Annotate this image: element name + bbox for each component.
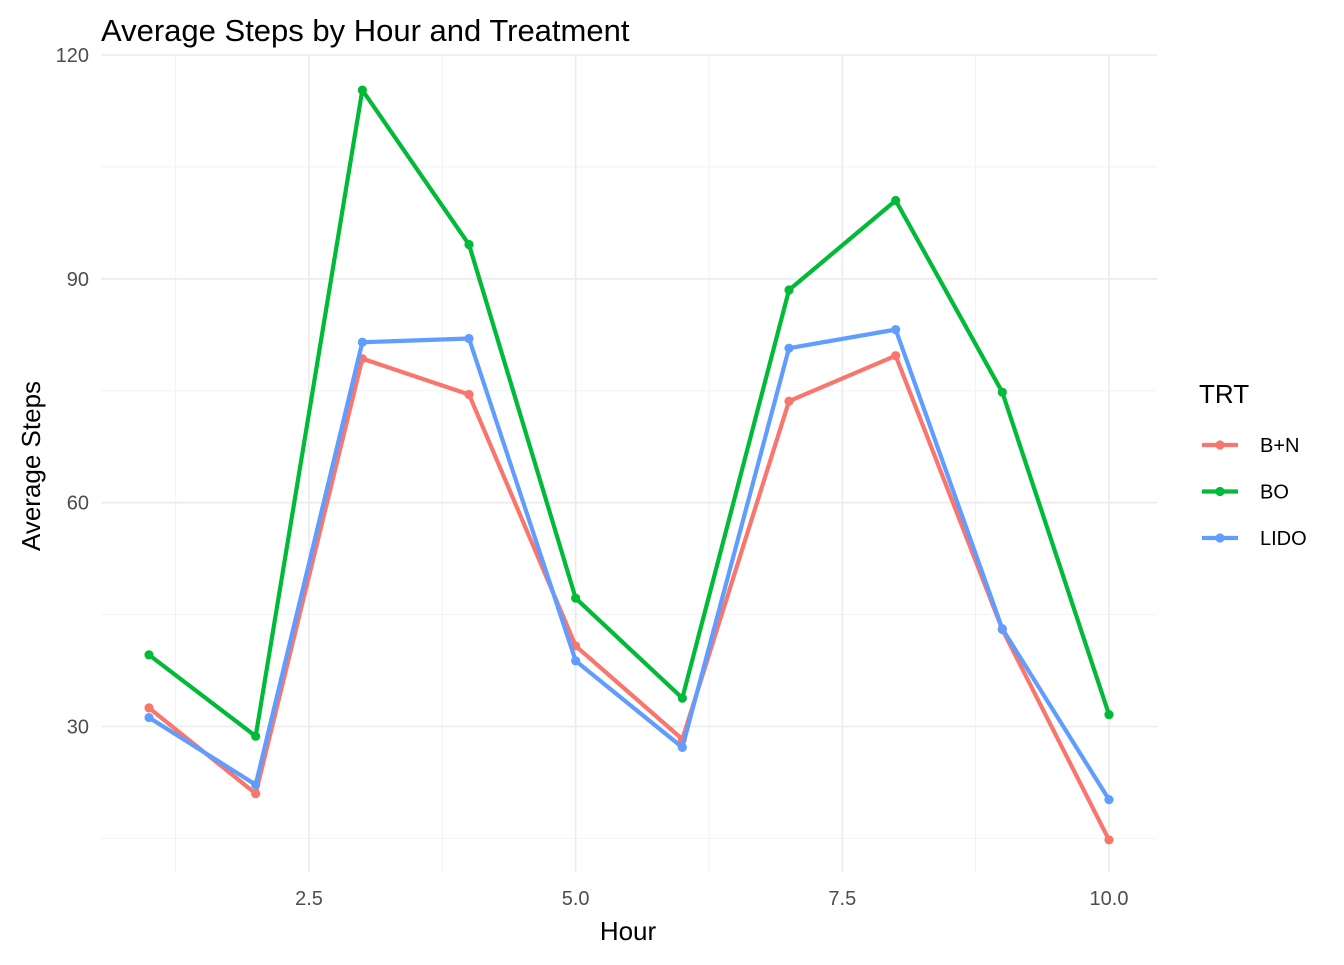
data-point-bo (997, 387, 1007, 397)
x-tick-label: 5.0 (562, 888, 590, 910)
data-point-bo (251, 731, 261, 741)
data-point-lido (464, 333, 474, 344)
legend-key-point (1215, 486, 1225, 497)
data-point-lido (677, 742, 687, 752)
series-bo (144, 85, 1114, 741)
series-line-bo (147, 87, 1111, 739)
chart-title: Average Steps by Hour and Treatment (101, 13, 630, 48)
legend-key-point (1215, 533, 1225, 543)
y-tick-label: 90 (67, 269, 89, 291)
legend-item-lido: LIDO (1202, 528, 1307, 550)
data-point-lido (1104, 795, 1114, 805)
data-point-lido (144, 712, 154, 723)
y-tick-label: 120 (56, 45, 89, 67)
axis-layer: 2.5 5.0 7.5 10.0 30 60 90 120 (56, 45, 1129, 910)
data-point-lido (251, 780, 261, 790)
y-tick-label: 60 (67, 493, 89, 515)
legend-label: BO (1260, 482, 1289, 504)
data-point-bo (571, 593, 581, 603)
x-tick-label: 2.5 (295, 888, 323, 910)
legend-item-b-n: B+N (1202, 435, 1299, 457)
data-point-b-n (891, 351, 901, 361)
data-point-b-n (144, 703, 154, 713)
data-point-bo (144, 650, 154, 660)
data-point-lido (891, 324, 901, 335)
legend-item-bo: BO (1202, 482, 1289, 504)
grid-layer (101, 54, 1157, 872)
x-tick-label: 7.5 (828, 888, 856, 910)
series-lido (144, 324, 1114, 805)
data-point-b-n (251, 789, 261, 799)
series-b-n (144, 351, 1114, 845)
data-point-bo (464, 239, 474, 250)
legend: TRT B+N BO LIDO (1199, 379, 1307, 550)
series-line-lido (147, 327, 1111, 801)
data-point-lido (997, 624, 1007, 634)
y-tick-label: 30 (67, 717, 89, 739)
data-point-b-n (784, 396, 794, 406)
data-point-bo (357, 85, 367, 95)
legend-key-point (1215, 440, 1225, 450)
legend-title: TRT (1199, 379, 1249, 409)
y-axis-title: Average Steps (16, 381, 46, 551)
data-point-bo (1104, 709, 1114, 720)
legend-label: B+N (1260, 435, 1299, 457)
x-axis-title: Hour (600, 916, 657, 946)
data-point-bo (784, 285, 794, 295)
legend-items: B+N BO LIDO (1202, 435, 1307, 550)
data-point-lido (571, 656, 581, 666)
data-point-b-n (464, 389, 474, 400)
series-layer (144, 85, 1114, 845)
data-point-b-n (1104, 835, 1114, 845)
data-point-lido (357, 337, 367, 347)
legend-label: LIDO (1260, 528, 1307, 550)
data-point-bo (677, 693, 687, 703)
data-point-bo (891, 195, 901, 206)
series-line-b-n (147, 353, 1111, 841)
x-tick-label: 10.0 (1090, 888, 1129, 910)
data-point-lido (784, 343, 794, 353)
